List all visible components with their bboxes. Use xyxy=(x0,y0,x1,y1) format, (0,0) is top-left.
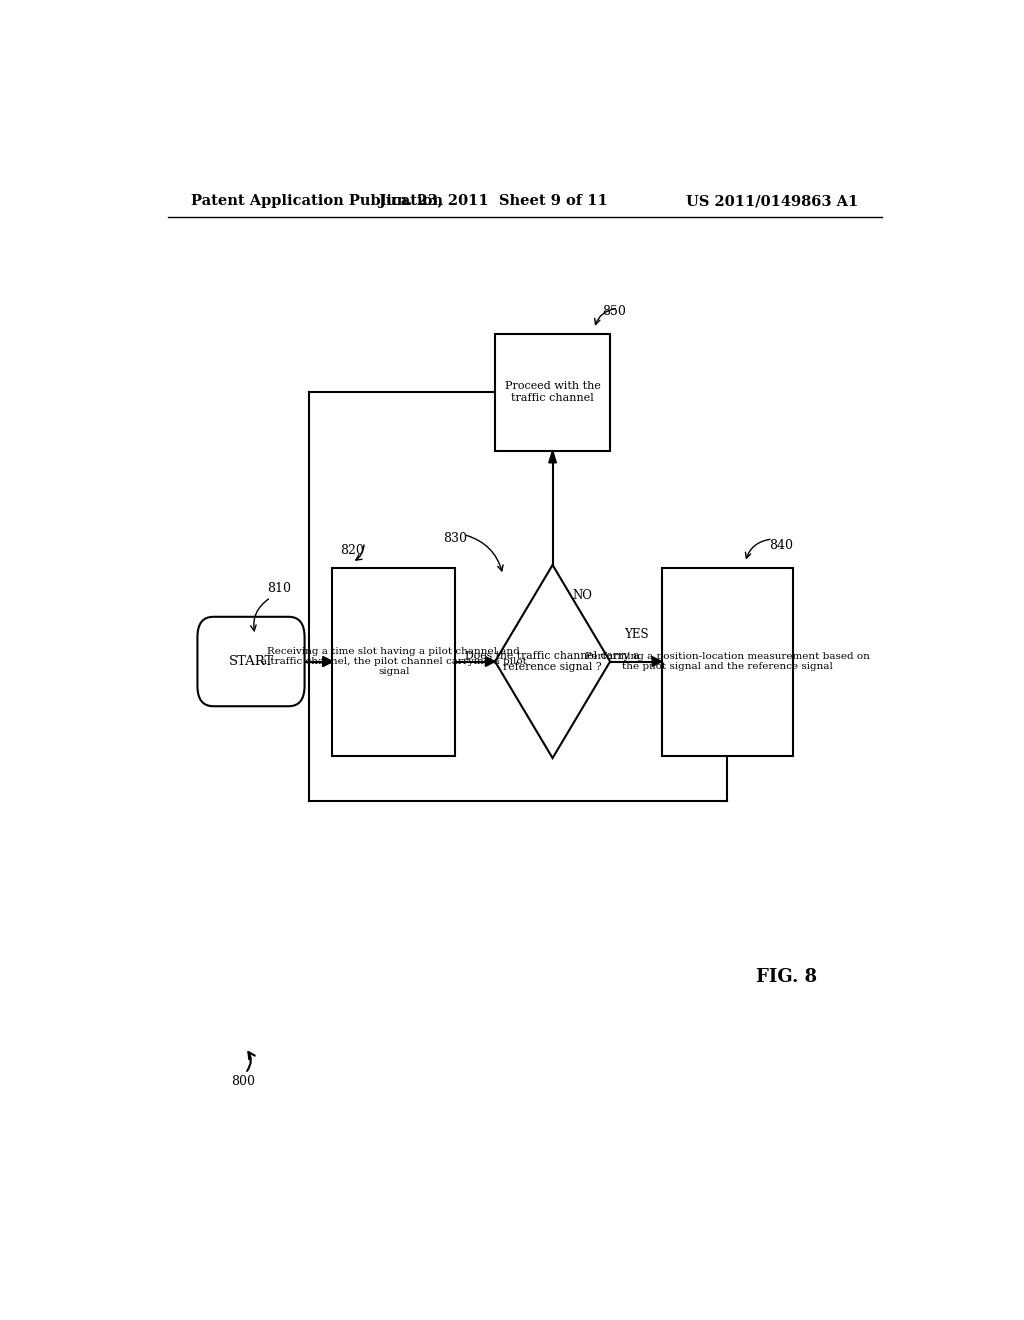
Text: Proceed with the
traffic channel: Proceed with the traffic channel xyxy=(505,381,600,403)
Text: Jun. 23, 2011  Sheet 9 of 11: Jun. 23, 2011 Sheet 9 of 11 xyxy=(379,194,607,209)
Polygon shape xyxy=(495,565,610,758)
FancyBboxPatch shape xyxy=(333,568,456,755)
Text: NO: NO xyxy=(572,589,592,602)
Text: 850: 850 xyxy=(602,305,626,318)
FancyBboxPatch shape xyxy=(198,616,304,706)
Text: START: START xyxy=(228,655,273,668)
Text: Does the traffic channel carry a
reference signal ?: Does the traffic channel carry a referen… xyxy=(465,651,640,672)
Text: 840: 840 xyxy=(769,540,793,552)
Text: 800: 800 xyxy=(231,1074,255,1088)
Text: YES: YES xyxy=(624,628,648,642)
Text: 820: 820 xyxy=(340,544,365,557)
Text: FIG. 8: FIG. 8 xyxy=(756,968,817,986)
Polygon shape xyxy=(485,656,495,667)
Polygon shape xyxy=(323,656,333,667)
Text: 810: 810 xyxy=(267,582,291,595)
Polygon shape xyxy=(652,656,662,667)
Polygon shape xyxy=(549,450,556,463)
Text: Performing a position-location measurement based on
the pilot signal and the ref: Performing a position-location measureme… xyxy=(585,652,869,671)
Text: US 2011/0149863 A1: US 2011/0149863 A1 xyxy=(686,194,858,209)
Text: Receiving a time slot having a pilot channel and
a traffic channel, the pilot ch: Receiving a time slot having a pilot cha… xyxy=(261,647,526,676)
Text: 830: 830 xyxy=(443,532,467,545)
Text: Patent Application Publication: Patent Application Publication xyxy=(191,194,443,209)
FancyBboxPatch shape xyxy=(662,568,793,755)
Polygon shape xyxy=(323,656,333,667)
FancyBboxPatch shape xyxy=(495,334,610,450)
